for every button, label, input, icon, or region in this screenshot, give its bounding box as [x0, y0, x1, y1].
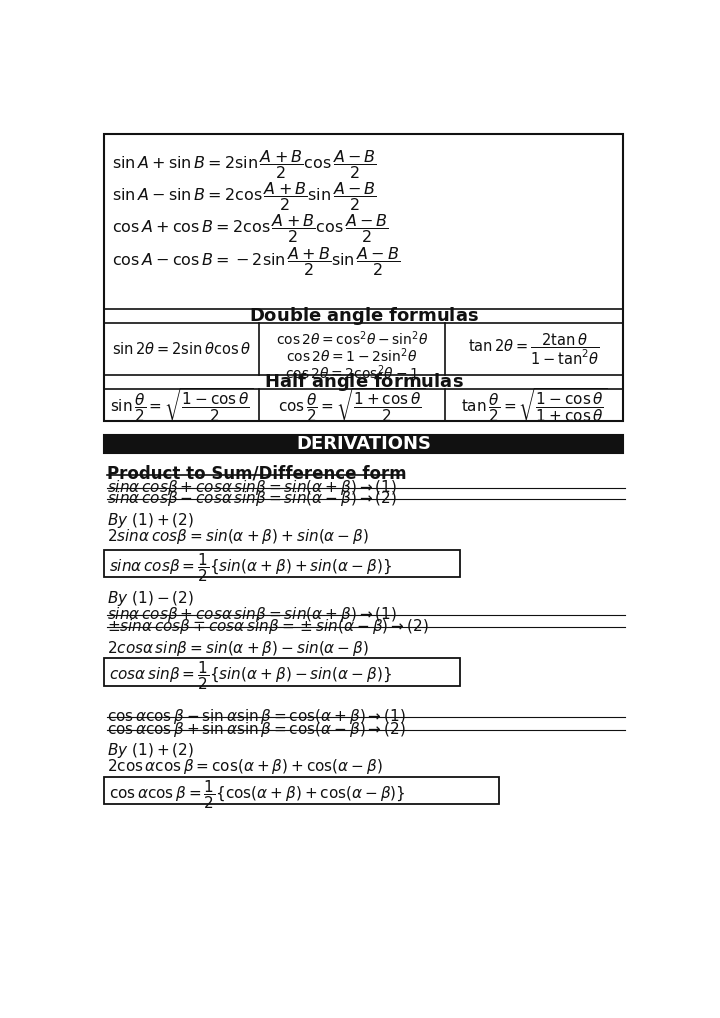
Text: $By\ (1) + (2)$: $By\ (1) + (2)$	[107, 511, 194, 530]
Text: $\cos 2\theta = 2\cos^2\!\theta - 1$: $\cos 2\theta = 2\cos^2\!\theta - 1$	[285, 363, 419, 382]
Text: $\cos\dfrac{\theta}{2} = \sqrt{\dfrac{1+\cos\theta}{2}}$: $\cos\dfrac{\theta}{2} = \sqrt{\dfrac{1+…	[279, 386, 426, 423]
Text: $\tan 2\theta = \dfrac{2\tan\theta}{1-\tan^2\!\theta}$: $\tan 2\theta = \dfrac{2\tan\theta}{1-\t…	[468, 331, 600, 366]
Bar	[104, 435, 624, 453]
Text: $sin\alpha\,cos\beta + cos\alpha\,sin\beta = sin(\alpha+\beta) \rightarrow (1)$: $sin\alpha\,cos\beta + cos\alpha\,sin\be…	[107, 477, 397, 497]
Text: $\sin A - \sin B = 2\cos\dfrac{A+B}{2}\sin\dfrac{A-B}{2}$: $\sin A - \sin B = 2\cos\dfrac{A+B}{2}\s…	[112, 180, 377, 213]
Text: $sin\alpha\,cos\beta + cos\alpha\,sin\beta = sin(\alpha+\beta) \rightarrow (1)$: $sin\alpha\,cos\beta + cos\alpha\,sin\be…	[107, 605, 397, 624]
Text: $\cos\alpha\cos\beta + \sin\alpha\sin\beta = \cos(\alpha-\beta) \rightarrow (2)$: $\cos\alpha\cos\beta + \sin\alpha\sin\be…	[107, 720, 406, 739]
Bar	[104, 133, 624, 420]
Text: $\mathbf{Half\ angle\ formulas}$: $\mathbf{Half\ angle\ formulas}$	[264, 371, 464, 393]
Text: $sin\alpha\,cos\beta - cos\alpha\,sin\beta = sin(\alpha-\beta) \rightarrow (2)$: $sin\alpha\,cos\beta - cos\alpha\,sin\be…	[107, 490, 397, 508]
Text: $\tan\dfrac{\theta}{2} = \sqrt{\dfrac{1-\cos\theta}{1+\cos\theta}}$: $\tan\dfrac{\theta}{2} = \sqrt{\dfrac{1-…	[461, 386, 608, 423]
Text: $2sin\alpha\,cos\beta = sin(\alpha+\beta) + sin(\alpha-\beta)$: $2sin\alpha\,cos\beta = sin(\alpha+\beta…	[107, 527, 369, 547]
Bar	[104, 550, 461, 577]
Text: $\cos 2\theta = \cos^2\!\theta - \sin^2\!\theta$: $\cos 2\theta = \cos^2\!\theta - \sin^2\…	[276, 329, 428, 348]
Text: $2\cos\alpha\cos\beta = \cos(\alpha+\beta) + \cos(\alpha-\beta)$: $2\cos\alpha\cos\beta = \cos(\alpha+\bet…	[107, 757, 383, 777]
Bar	[104, 777, 499, 804]
Text: $By\ (1) + (2)$: $By\ (1) + (2)$	[107, 741, 194, 760]
Text: $sin\alpha\,cos\beta = \dfrac{1}{2}\{sin(\alpha+\beta) + sin(\alpha-\beta)\}$: $sin\alpha\,cos\beta = \dfrac{1}{2}\{sin…	[109, 551, 392, 584]
Text: $\cos A + \cos B = 2\cos\dfrac{A+B}{2}\cos\dfrac{A-B}{2}$: $\cos A + \cos B = 2\cos\dfrac{A+B}{2}\c…	[112, 212, 388, 245]
Text: $\cos\alpha\cos\beta = \dfrac{1}{2}\{\cos(\alpha+\beta) + \cos(\alpha-\beta)\}$: $\cos\alpha\cos\beta = \dfrac{1}{2}\{\co…	[109, 778, 405, 811]
Text: $\cos A - \cos B = -2\sin\dfrac{A+B}{2}\sin\dfrac{A-B}{2}$: $\cos A - \cos B = -2\sin\dfrac{A+B}{2}\…	[112, 244, 400, 278]
Text: DERIVATIONS: DERIVATIONS	[296, 435, 431, 453]
Text: Product to Sum/Difference form: Product to Sum/Difference form	[107, 464, 407, 483]
Text: $cos\alpha\,sin\beta = \dfrac{1}{2}\{sin(\alpha+\beta) - sin(\alpha-\beta)\}$: $cos\alpha\,sin\beta = \dfrac{1}{2}\{sin…	[109, 660, 392, 692]
Bar	[104, 658, 461, 686]
Text: $2cos\alpha\,sin\beta = sin(\alpha+\beta) - sin(\alpha-\beta)$: $2cos\alpha\,sin\beta = sin(\alpha+\beta…	[107, 639, 369, 658]
Text: $By\ (1) - (2)$: $By\ (1) - (2)$	[107, 588, 194, 608]
Text: $\sin 2\theta = 2\sin\theta\cos\theta$: $\sin 2\theta = 2\sin\theta\cos\theta$	[112, 341, 251, 357]
Text: $\pm sin\alpha\,cos\beta \mp cos\alpha\,sin\beta = \pm sin(\alpha-\beta) \righta: $\pm sin\alpha\,cos\beta \mp cos\alpha\,…	[107, 617, 428, 636]
Text: $\cos 2\theta = 1 - 2\sin^2\!\theta$: $\cos 2\theta = 1 - 2\sin^2\!\theta$	[287, 346, 418, 364]
Text: $\cos\alpha\cos\beta - \sin\alpha\sin\beta = \cos(\alpha+\beta) \rightarrow (1)$: $\cos\alpha\cos\beta - \sin\alpha\sin\be…	[107, 708, 406, 727]
Text: $\sin\dfrac{\theta}{2} = \sqrt{\dfrac{1-\cos\theta}{2}}$: $\sin\dfrac{\theta}{2} = \sqrt{\dfrac{1-…	[109, 386, 253, 423]
Text: $\sin A + \sin B = 2\sin\dfrac{A+B}{2}\cos\dfrac{A-B}{2}$: $\sin A + \sin B = 2\sin\dfrac{A+B}{2}\c…	[112, 148, 377, 180]
Text: $\mathbf{Double\ angle\ formulas}$: $\mathbf{Double\ angle\ formulas}$	[248, 305, 479, 327]
